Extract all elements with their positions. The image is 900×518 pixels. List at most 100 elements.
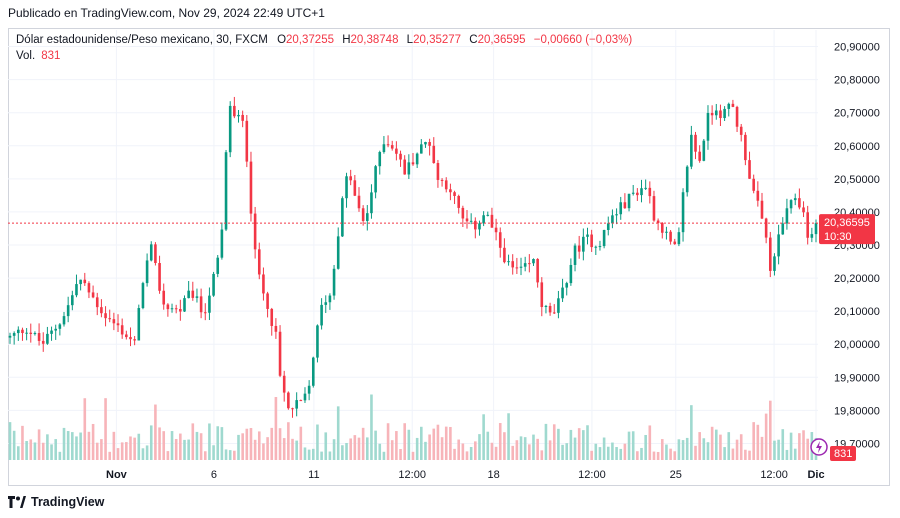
candle-body — [403, 159, 406, 175]
high-value: 20,38748 — [350, 34, 399, 46]
candle-body — [440, 179, 444, 181]
volume-bar — [615, 447, 618, 460]
publish-info: Publicado en TradingView.com, Nov 29, 20… — [8, 6, 325, 20]
candle-body — [793, 198, 797, 201]
volume-bar — [660, 439, 664, 460]
candle-body — [58, 324, 62, 329]
candle-body — [249, 161, 253, 214]
candle-body — [374, 166, 377, 193]
tradingview-brand[interactable]: TradingView — [8, 495, 104, 509]
symbol-legend: Dólar estadounidense/Peso mexicano, 30, … — [16, 34, 632, 46]
candle-body — [594, 246, 598, 248]
candle-body — [665, 231, 668, 233]
volume-bar — [428, 434, 431, 460]
candles — [8, 96, 818, 418]
candle-body — [748, 160, 751, 179]
volume-bar — [270, 427, 274, 460]
volume-bar — [777, 439, 780, 460]
candle-body — [17, 329, 20, 334]
volume-bar — [582, 430, 585, 460]
candle-body — [739, 126, 743, 135]
volume-bar — [727, 432, 731, 460]
volume-bar — [62, 427, 66, 460]
volume-bar — [457, 439, 461, 460]
candle-body — [137, 308, 141, 341]
volume-bar — [469, 447, 473, 460]
candle-body — [540, 282, 544, 308]
x-tick-label: 6 — [211, 469, 217, 481]
volume-bar — [673, 451, 677, 460]
candle-body — [83, 279, 87, 284]
volume-bar — [731, 448, 735, 460]
candle-body — [336, 236, 340, 269]
candle-body — [75, 284, 78, 296]
volume-bar — [145, 445, 149, 460]
volume-bar — [212, 445, 215, 460]
candle-body — [95, 297, 99, 308]
volume-bar — [424, 441, 427, 460]
candle-body — [220, 229, 224, 258]
volume-bar — [449, 426, 452, 460]
volume-bar — [648, 425, 652, 460]
volume-bar — [606, 446, 610, 460]
volume-bar — [523, 437, 527, 460]
x-tick-label: 12:00 — [398, 469, 426, 481]
candle-body — [507, 261, 510, 263]
candle-body — [685, 166, 689, 193]
volume-bar — [474, 441, 477, 460]
volume-bar — [332, 439, 336, 460]
y-tick-label: 20,00000 — [834, 339, 880, 351]
volume-bar — [640, 447, 643, 460]
candle-body — [382, 144, 386, 153]
volume-bar — [719, 434, 722, 460]
candle-body — [756, 190, 760, 201]
x-tick-label: 12:00 — [760, 469, 788, 481]
chart-frame[interactable] — [8, 28, 890, 486]
candle-body — [353, 180, 357, 196]
candle-body — [320, 304, 323, 326]
volume-bar — [594, 443, 598, 460]
x-tick-label: Dic — [807, 469, 824, 481]
candle-body — [436, 163, 440, 180]
volume-bar — [112, 431, 116, 460]
volume-bar — [590, 450, 593, 460]
volume-bar — [25, 441, 28, 460]
candle-body — [636, 192, 639, 196]
volume-bar — [482, 414, 485, 460]
volume-bar — [179, 433, 182, 460]
volume-bar — [166, 451, 170, 460]
candle-body — [611, 215, 614, 224]
volume-bar — [158, 427, 161, 460]
candle-body — [332, 268, 336, 296]
candle-body — [773, 256, 776, 271]
volume-bar — [552, 424, 556, 460]
candle-body — [108, 318, 112, 320]
candle-body — [644, 187, 647, 189]
y-tick-label: 20,60000 — [834, 141, 880, 153]
candle-body — [515, 267, 519, 269]
volume-bar — [548, 440, 552, 460]
candle-body — [785, 208, 789, 224]
volume-bar — [806, 438, 809, 460]
volume-bar — [100, 439, 103, 460]
volume-bar — [710, 426, 714, 460]
candle-body — [673, 241, 677, 245]
volume-bar — [461, 443, 465, 460]
volume-bar — [203, 451, 207, 460]
volume-bar — [577, 428, 581, 460]
volume-bar — [773, 440, 776, 460]
candle-body — [727, 103, 731, 109]
candle-body — [270, 308, 274, 326]
candle-body — [87, 283, 91, 293]
volume-bar — [174, 438, 178, 460]
candle-body — [116, 323, 120, 326]
candle-body — [652, 196, 656, 221]
candle-body — [365, 213, 369, 221]
volume-bar — [623, 443, 627, 460]
candle-body — [29, 332, 33, 334]
candle-body — [112, 319, 116, 324]
volume-bar — [511, 445, 515, 460]
x-tick-label: 25 — [670, 469, 682, 481]
candle-body — [561, 287, 564, 299]
